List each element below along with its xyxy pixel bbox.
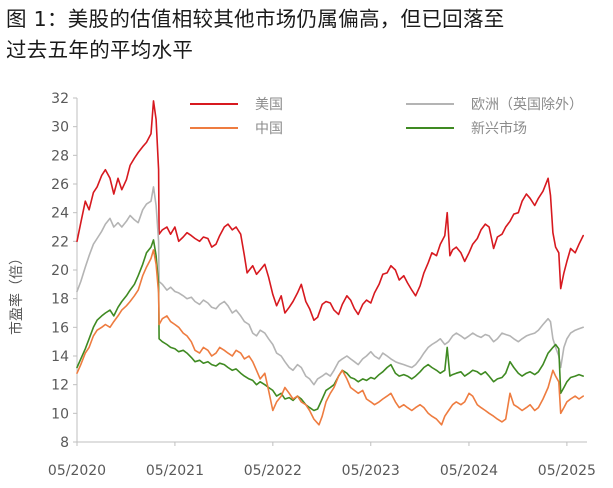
legend-label-em: 新兴市场 bbox=[471, 120, 527, 137]
axis-ticks: 8 10 12 14 16 18 20 22 24 26 28 30 32 05/2020 05/2021 0… bbox=[48, 91, 596, 479]
x-tick-label: 05/2021 bbox=[146, 463, 204, 479]
x-tick-label: 05/2025 bbox=[538, 463, 596, 479]
legend-item-china: 中国 bbox=[190, 121, 283, 137]
legend-label-china: 中国 bbox=[255, 121, 283, 137]
legend-label-europe: 欧洲（英国除外） bbox=[471, 96, 583, 113]
legend-label-us: 美国 bbox=[255, 97, 283, 113]
chart-title: 图 1：美股的估值相较其他市场仍属偏高，但已回落至 过去五年的平均水平 bbox=[6, 4, 610, 66]
legend-item-em: 新兴市场 bbox=[406, 120, 527, 137]
y-tick-label: 28 bbox=[51, 148, 69, 164]
y-tick-label: 20 bbox=[51, 263, 69, 279]
legend-item-europe: 欧洲（英国除外） bbox=[406, 96, 583, 113]
y-tick-label: 10 bbox=[51, 406, 69, 422]
series-line-europe bbox=[76, 186, 585, 386]
y-tick-label: 12 bbox=[51, 378, 69, 394]
chart-title-line2: 过去五年的平均水平 bbox=[6, 38, 194, 62]
y-tick-label: 14 bbox=[51, 349, 69, 365]
y-tick-label: 16 bbox=[51, 320, 69, 336]
y-tick-label: 32 bbox=[51, 91, 69, 107]
chart-title-line1: 图 1：美股的估值相较其他市场仍属偏高，但已回落至 bbox=[6, 7, 505, 31]
legend-item-us: 美国 bbox=[190, 97, 283, 113]
y-axis-label: 市盈率（倍） bbox=[8, 251, 25, 335]
y-tick-label: 30 bbox=[51, 120, 69, 136]
y-tick-label: 24 bbox=[51, 206, 69, 222]
y-tick-label: 18 bbox=[51, 292, 69, 308]
y-tick-label: 22 bbox=[51, 234, 69, 250]
y-tick-label: 8 bbox=[60, 435, 69, 451]
series-lines bbox=[76, 100, 585, 426]
x-tick-label: 05/2024 bbox=[440, 463, 498, 479]
x-tick-label: 05/2020 bbox=[48, 463, 106, 479]
series-line-us bbox=[76, 100, 585, 322]
series-line-china bbox=[76, 249, 585, 426]
x-tick-label: 05/2022 bbox=[244, 463, 302, 479]
y-tick-label: 26 bbox=[51, 177, 69, 193]
series-line-em bbox=[76, 239, 585, 412]
legend: 美国 欧洲（英国除外） 新兴市场 中国 bbox=[190, 96, 583, 137]
x-tick-label: 05/2023 bbox=[342, 463, 400, 479]
